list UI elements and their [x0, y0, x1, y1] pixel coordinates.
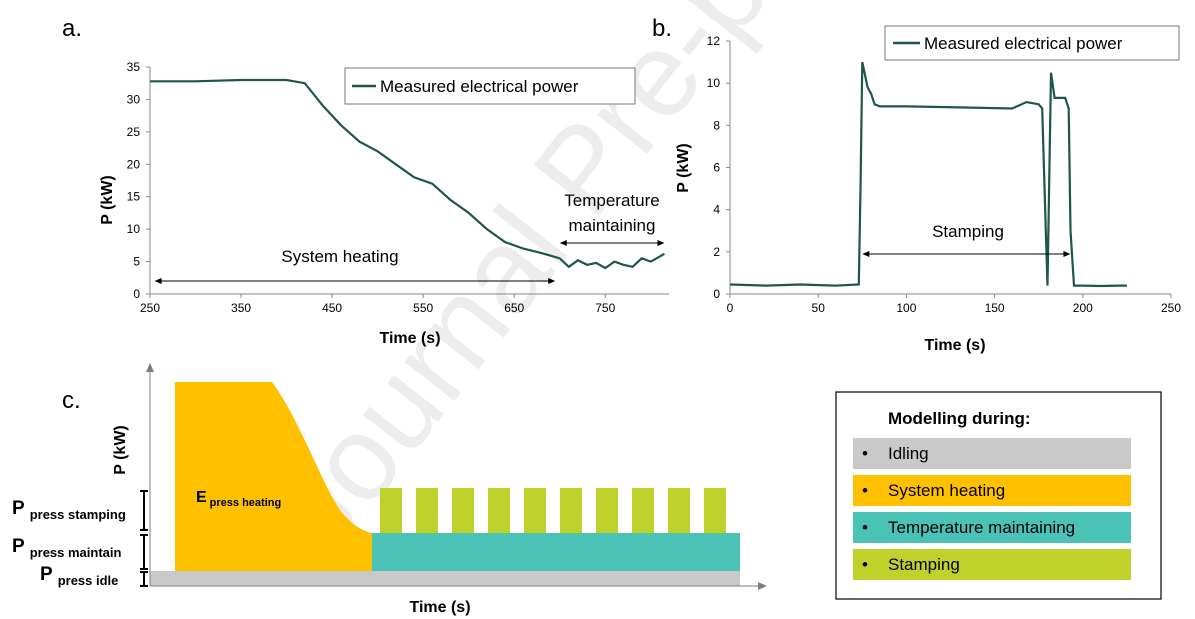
y-tick-label: 30 — [127, 92, 141, 106]
panel-a-x-axis-title: Time (s) — [379, 330, 440, 347]
annotation-system-heating: System heating — [281, 247, 398, 266]
x-tick-label: 650 — [504, 301, 524, 315]
legend-bullet: • — [862, 481, 868, 500]
x-tick-label: 750 — [595, 301, 615, 315]
stamping-pulse — [524, 488, 546, 533]
x-tick-label: 100 — [896, 301, 916, 315]
arrow-right-icon — [548, 278, 556, 284]
y-tick-label: 2 — [713, 245, 720, 259]
heating-area — [175, 382, 372, 571]
panel-a-label: a. — [62, 15, 82, 42]
panel-c-legend: Modelling during: • Idling • System heating… — [835, 391, 1162, 600]
maintain-band — [372, 533, 740, 571]
y-tick-label: 10 — [127, 222, 141, 236]
y-tick-label: 6 — [713, 161, 720, 175]
stamping-pulse — [560, 488, 582, 533]
legend-bullet: • — [862, 444, 868, 463]
arrow-up-icon — [146, 363, 154, 372]
legend-bullet: • — [862, 555, 868, 574]
legend-item-label: Idling — [888, 444, 929, 463]
arrow-left-icon — [559, 240, 567, 246]
panel-b-legend-label: Measured electrical power — [924, 34, 1123, 53]
arrow-left-icon — [154, 278, 162, 284]
panel-b-x-axis-title: Time (s) — [924, 337, 985, 354]
panel-b-legend: Measured electrical power — [884, 25, 1180, 61]
panel-a: a. 250 350 450 550 650 750 0 5 10 15 20 25 30 35 Time… — [62, 15, 669, 347]
legend-item-label: System heating — [888, 481, 1005, 500]
y-tick-label: 0 — [713, 287, 720, 301]
stamping-pulse — [596, 488, 618, 533]
panel-b-y-axis-title: P (kW) — [675, 143, 692, 192]
panel-b-label: b. — [652, 15, 672, 42]
y-tick-label: 15 — [127, 190, 141, 204]
panel-b: b. 0 50 100 150 200 250 0 2 4 6 8 10 12 Time (s) P (… — [652, 15, 1181, 354]
arrow-right-icon — [1063, 251, 1071, 257]
legend-item-label: Temperature maintaining — [888, 518, 1075, 537]
y-tick-label: 8 — [713, 118, 720, 132]
panel-a-power-line — [150, 78, 665, 270]
y-tick-label: 12 — [707, 34, 721, 48]
panel-a-y-axis-title: P (kW) — [99, 175, 116, 224]
y-tick-label: 20 — [127, 157, 141, 171]
x-tick-label: 50 — [812, 301, 826, 315]
legend-bullet: • — [862, 518, 868, 537]
y-tick-label: 4 — [713, 203, 720, 217]
x-tick-label: 250 — [1161, 301, 1181, 315]
arrow-right-icon — [758, 582, 767, 590]
legend-item-swatch — [853, 512, 1131, 543]
annotation-stamping: Stamping — [932, 222, 1004, 241]
panel-a-legend-label: Measured electrical power — [380, 77, 579, 96]
x-tick-label: 450 — [322, 301, 342, 315]
stamping-pulse — [452, 488, 474, 533]
arrow-right-icon — [657, 240, 665, 246]
stamping-pulse — [416, 488, 438, 533]
x-tick-label: 550 — [413, 301, 433, 315]
y-tick-label: 35 — [127, 60, 141, 74]
annotation-maintaining: maintaining — [569, 216, 656, 235]
arrow-left-icon — [862, 251, 870, 257]
y-tick-label: 5 — [133, 255, 140, 269]
x-tick-label: 0 — [727, 301, 734, 315]
y-tick-label: 25 — [127, 125, 141, 139]
legend-item-swatch — [853, 438, 1131, 469]
x-tick-label: 150 — [985, 301, 1005, 315]
y-tick-label: 10 — [707, 76, 721, 90]
x-tick-label: 200 — [1073, 301, 1093, 315]
x-tick-label: 350 — [231, 301, 251, 315]
level-brackets — [140, 490, 148, 587]
legend-item-label: Stamping — [888, 555, 960, 574]
stamping-pulse — [632, 488, 654, 533]
y-tick-label: 0 — [133, 287, 140, 301]
panel-c-y-axis-title: P (kW) — [112, 425, 129, 474]
legend-title: Modelling during: — [888, 409, 1031, 428]
idle-band — [150, 571, 740, 586]
panel-c-x-axis-title: Time (s) — [409, 599, 470, 616]
stamping-pulse — [668, 488, 690, 533]
legend-item-swatch — [853, 549, 1131, 580]
legend-item-swatch — [853, 475, 1131, 506]
stamping-pulse — [704, 488, 726, 533]
stamping-pulse — [488, 488, 510, 533]
x-tick-label: 250 — [140, 301, 160, 315]
stamping-pulse — [380, 488, 402, 533]
panel-a-legend: Measured electrical power — [344, 67, 636, 105]
annotation-temperature: Temperature — [564, 191, 659, 210]
panel-b-power-line — [729, 61, 1127, 288]
panel-c-label: c. — [62, 387, 81, 414]
